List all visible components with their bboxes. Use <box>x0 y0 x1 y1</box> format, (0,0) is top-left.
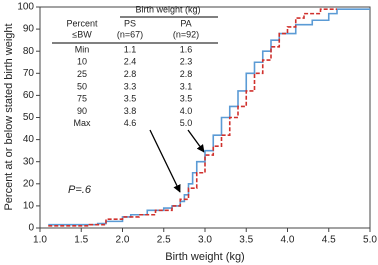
table-spanner: Birth weight (kg) <box>135 4 200 14</box>
x-axis-label: Birth weight (kg) <box>165 251 244 263</box>
y-tick-label: 50 <box>23 112 35 123</box>
y-tick-label: 40 <box>23 134 35 145</box>
y-tick-label: 20 <box>23 178 35 189</box>
x-tick-label: 3.5 <box>239 235 253 246</box>
table-cell: 50 <box>77 81 87 91</box>
table-cell: 2.3 <box>180 57 193 67</box>
y-tick-label: 90 <box>23 24 35 35</box>
y-tick-label: 100 <box>17 2 34 13</box>
table-header: Percent <box>66 18 98 28</box>
y-tick-label: 0 <box>28 223 34 234</box>
arrow <box>149 129 181 193</box>
arrow <box>187 129 205 153</box>
p-value: P=.6 <box>68 184 92 196</box>
table-cell: 3.5 <box>124 94 137 104</box>
y-tick-label: 30 <box>23 156 35 167</box>
table-cell: 90 <box>77 106 87 116</box>
x-tick-label: 3.0 <box>198 235 212 246</box>
table-cell: Max <box>73 118 91 128</box>
step-line <box>48 8 337 227</box>
x-tick-label: 1.5 <box>74 235 88 246</box>
table-cell: 25 <box>77 69 87 79</box>
table-cell: 2.8 <box>180 69 193 79</box>
table-cell: 10 <box>77 57 87 67</box>
table-cell: 2.4 <box>124 57 137 67</box>
table-header: PA <box>180 18 191 28</box>
table-cell: 3.8 <box>124 106 137 116</box>
table-header: PS <box>124 18 136 28</box>
table-cell: 3.1 <box>180 81 193 91</box>
table-header: (n=92) <box>173 29 199 39</box>
table-cell: 4.6 <box>124 118 137 128</box>
x-tick-label: 4.5 <box>322 235 336 246</box>
table-cell: 5.0 <box>180 118 193 128</box>
table-cell: 3.5 <box>180 94 193 104</box>
x-tick-label: 1.0 <box>33 235 47 246</box>
y-tick-label: 80 <box>23 46 35 57</box>
table-cell: 3.3 <box>124 81 137 91</box>
y-tick-label: 10 <box>23 201 35 212</box>
y-axis-label: Percent at or below stated birth weight <box>3 23 15 210</box>
x-tick-label: 5.0 <box>363 235 377 246</box>
x-tick-label: 4.0 <box>281 235 295 246</box>
x-tick-label: 2.5 <box>157 235 171 246</box>
y-tick-label: 70 <box>23 68 35 79</box>
table-cell: 75 <box>77 94 87 104</box>
x-tick-label: 2.0 <box>116 235 130 246</box>
table-cell: 1.1 <box>124 44 137 54</box>
table-cell: 2.8 <box>124 69 137 79</box>
table-header: (n=67) <box>117 29 143 39</box>
table-cell: Min <box>75 44 90 54</box>
table-header: ≤BW <box>72 29 92 39</box>
table-cell: 4.0 <box>180 106 193 116</box>
y-tick-label: 60 <box>23 90 35 101</box>
step-line <box>48 8 370 226</box>
table-cell: 1.6 <box>180 44 193 54</box>
